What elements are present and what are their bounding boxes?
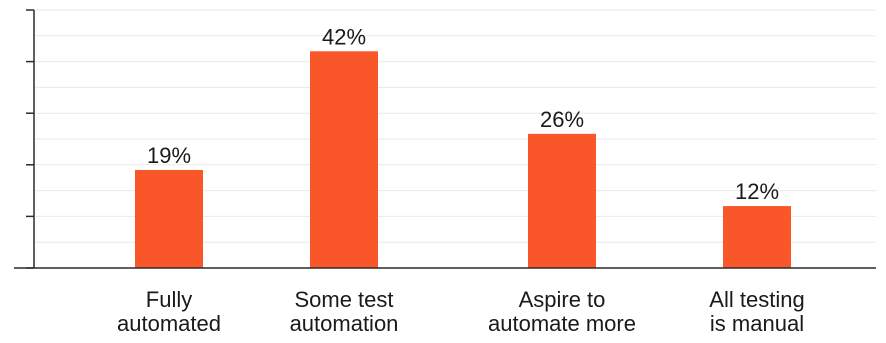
category-label-line: Fully: [146, 287, 192, 312]
category-label: Aspire to automate more: [488, 287, 636, 336]
bar: [310, 51, 378, 268]
bar-value-label: 42%: [322, 24, 366, 49]
bar-value-label: 12%: [735, 179, 779, 204]
bar-value-label: 26%: [540, 107, 584, 132]
category-label-line: automation: [290, 311, 399, 336]
value-labels: 19% 42% 26% 12%: [147, 24, 779, 204]
category-label-line: Some test: [294, 287, 393, 312]
bars: [135, 51, 791, 268]
category-label-line: automate more: [488, 311, 636, 336]
bar: [135, 169, 203, 268]
category-label: All testing is manual: [709, 287, 804, 336]
bar: [528, 133, 596, 268]
category-labels: Fully automated Some test automation Aspire …: [117, 287, 805, 336]
axes: [14, 9, 876, 269]
category-label-line: All testing: [709, 287, 804, 312]
category-label: Fully automated: [117, 287, 221, 336]
category-label-line: automated: [117, 311, 221, 336]
category-label-line: Aspire to: [519, 287, 606, 312]
category-label-line: is manual: [710, 311, 804, 336]
category-label: Some test automation: [290, 287, 399, 336]
bar-value-label: 19%: [147, 143, 191, 168]
bar: [723, 206, 791, 268]
